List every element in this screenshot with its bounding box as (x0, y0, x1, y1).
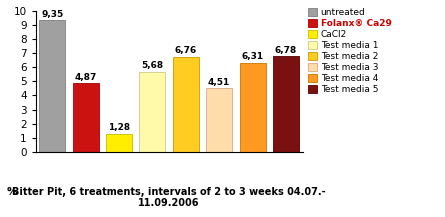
Text: %: % (7, 187, 17, 197)
Text: 5,68: 5,68 (142, 61, 163, 70)
Bar (173, 57, 199, 152)
Text: 6,76: 6,76 (174, 46, 197, 55)
Bar (39, 20, 65, 152)
Bar (273, 56, 299, 152)
Text: 6,31: 6,31 (242, 53, 263, 61)
Text: Bitter Pit, 6 treatments, intervals of 2 to 3 weeks 04.07.-
11.09.2006: Bitter Pit, 6 treatments, intervals of 2… (12, 187, 326, 208)
Bar (239, 63, 266, 152)
Text: 6,78: 6,78 (275, 46, 297, 55)
Bar (206, 88, 232, 152)
Bar (73, 83, 99, 152)
Text: 4,87: 4,87 (74, 73, 97, 82)
Bar (139, 72, 166, 152)
Bar (106, 134, 132, 152)
Text: 1,28: 1,28 (108, 123, 130, 132)
Legend: untreated, Folanx® Ca29, CaCl2, Test media 1, Test media 2, Test media 3, Test m: untreated, Folanx® Ca29, CaCl2, Test med… (308, 8, 392, 94)
Text: 9,35: 9,35 (41, 10, 63, 19)
Text: 4,51: 4,51 (208, 78, 231, 87)
